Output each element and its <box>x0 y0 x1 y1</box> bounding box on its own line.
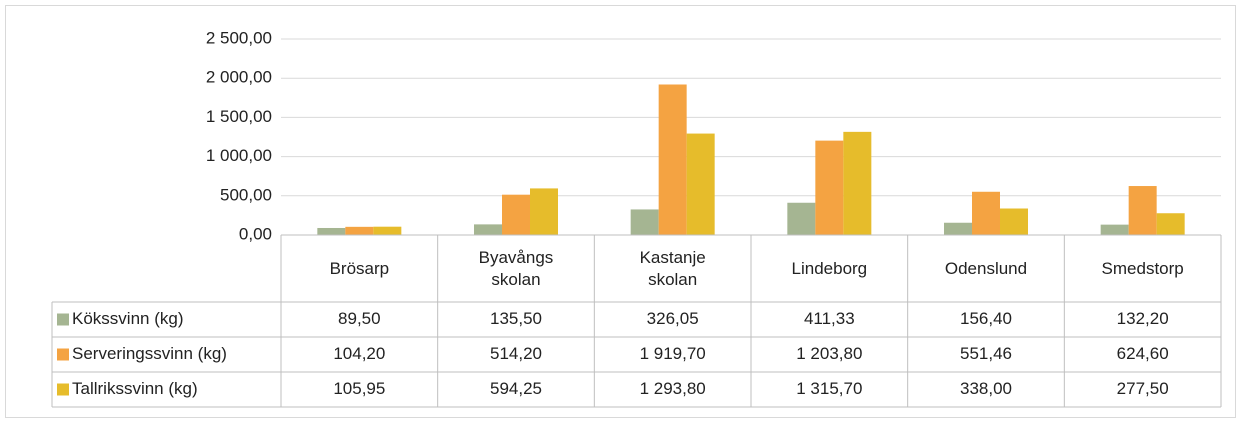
bar <box>972 191 1000 235</box>
bar <box>502 194 530 235</box>
category-text: Brösarp <box>329 258 390 278</box>
bar <box>630 209 659 235</box>
table-value: 514,20 <box>490 344 542 363</box>
table-value: 105,95 <box>333 379 385 398</box>
table-value: 135,50 <box>490 309 542 328</box>
category-text: Lindeborg <box>791 258 868 278</box>
bar <box>373 226 402 235</box>
y-tick-label: 500,00 <box>220 185 272 204</box>
category-text: Kastanje skolan <box>639 247 706 289</box>
legend-swatch <box>57 313 69 326</box>
x-tick-label: Smedstorp <box>1064 235 1221 302</box>
legend-swatch <box>57 348 69 361</box>
bar <box>1128 186 1157 235</box>
legend-label: Serveringssvinn (kg) <box>72 344 227 363</box>
bar <box>317 227 346 235</box>
table-value: 156,40 <box>960 309 1012 328</box>
bar <box>1156 213 1185 235</box>
category-text: Odenslund <box>944 258 1028 278</box>
y-tick-label: 0,00 <box>239 224 272 243</box>
chart-border <box>5 5 1236 418</box>
table-value: 594,25 <box>490 379 542 398</box>
category-text: Byavångs skolan <box>478 247 554 289</box>
bar <box>843 131 872 235</box>
table-value: 1 293,80 <box>640 379 706 398</box>
x-tick-label: Byavångs skolan <box>438 235 595 302</box>
table-value: 1 919,70 <box>640 344 706 363</box>
legend-swatch <box>57 383 69 396</box>
table-value: 1 315,70 <box>796 379 862 398</box>
x-tick-label: Odenslund <box>908 235 1065 302</box>
bar <box>815 140 844 235</box>
y-tick-label: 1 000,00 <box>206 146 272 165</box>
table-value: 1 203,80 <box>796 344 862 363</box>
table-value: 89,50 <box>338 309 381 328</box>
bar <box>530 188 558 235</box>
table-value: 338,00 <box>960 379 1012 398</box>
x-tick-label: Brösarp <box>281 235 438 302</box>
bar <box>658 84 687 236</box>
bar <box>787 202 816 235</box>
table-value: 411,33 <box>804 309 855 328</box>
table-value: 326,05 <box>647 309 699 328</box>
legend-label: Kökssvinn (kg) <box>72 309 183 328</box>
bar <box>1100 224 1129 235</box>
category-text: Smedstorp <box>1101 258 1184 278</box>
table-value: 104,20 <box>333 344 385 363</box>
table-value: 132,20 <box>1117 309 1169 328</box>
table-value: 551,46 <box>960 344 1012 363</box>
x-tick-label: Kastanje skolan <box>594 235 751 302</box>
bar <box>1000 208 1028 235</box>
legend-label: Tallrikssvinn (kg) <box>72 379 198 398</box>
y-tick-label: 1 500,00 <box>206 107 272 126</box>
x-tick-label: Lindeborg <box>751 235 908 302</box>
y-tick-label: 2 500,00 <box>206 28 272 47</box>
bar <box>345 226 374 235</box>
bar <box>474 224 502 235</box>
y-tick-label: 2 000,00 <box>206 68 272 87</box>
bar <box>686 133 715 235</box>
table-value: 624,60 <box>1117 344 1169 363</box>
bar <box>944 222 972 235</box>
table-value: 277,50 <box>1117 379 1169 398</box>
